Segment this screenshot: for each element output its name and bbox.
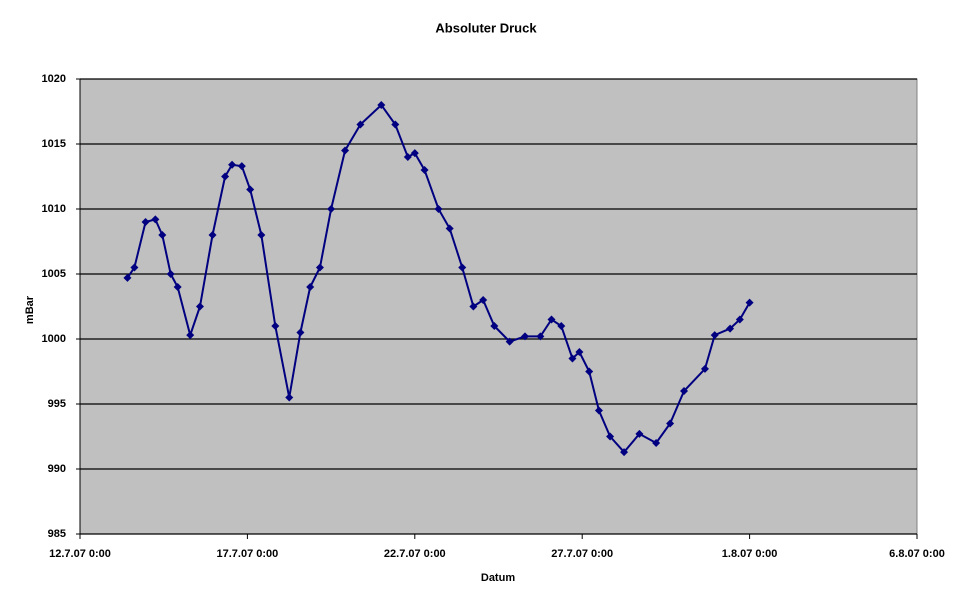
data-point xyxy=(341,146,350,155)
data-point xyxy=(680,387,689,395)
data-point xyxy=(745,298,754,307)
data-point xyxy=(315,263,324,272)
data-point xyxy=(726,324,735,333)
data-point xyxy=(735,315,744,324)
data-point xyxy=(158,231,167,239)
data-point xyxy=(700,364,709,373)
y-tick-label: 990 xyxy=(48,463,66,475)
data-point xyxy=(547,315,556,324)
data-point xyxy=(173,283,182,291)
data-point xyxy=(585,367,594,376)
data-point xyxy=(536,332,545,341)
data-point xyxy=(166,270,175,278)
data-point xyxy=(237,162,246,171)
data-point xyxy=(710,331,719,340)
data-point xyxy=(594,406,603,415)
data-point xyxy=(505,337,514,346)
data-point xyxy=(356,120,365,129)
data-point xyxy=(652,439,661,447)
x-tick-label: 22.7.07 0:00 xyxy=(384,548,446,560)
data-point xyxy=(221,172,230,181)
y-tick-label: 1015 xyxy=(42,138,66,150)
data-point xyxy=(141,218,150,226)
data-point xyxy=(606,432,615,441)
data-point xyxy=(479,296,488,304)
data-point xyxy=(420,166,429,174)
data-point xyxy=(575,348,584,356)
data-point xyxy=(568,354,577,363)
data-point xyxy=(458,263,467,272)
data-point xyxy=(666,419,675,428)
x-tick-label: 6.8.07 0:00 xyxy=(889,548,945,560)
data-point xyxy=(377,101,386,109)
x-tick-label: 27.7.07 0:00 xyxy=(551,548,613,560)
y-tick-label: 1000 xyxy=(42,333,66,345)
x-tick-label: 1.8.07 0:00 xyxy=(722,548,778,560)
y-tick-label: 985 xyxy=(48,528,66,540)
data-line xyxy=(126,103,751,454)
data-point xyxy=(195,302,204,311)
y-tick-label: 1005 xyxy=(42,268,66,280)
data-point xyxy=(445,224,454,233)
y-axis-label: mBar xyxy=(24,295,36,324)
chart-title: Absoluter Druck xyxy=(435,20,537,35)
data-point xyxy=(469,302,478,311)
x-tick-label: 17.7.07 0:00 xyxy=(217,548,279,560)
data-point xyxy=(246,185,255,194)
data-point xyxy=(620,448,629,457)
x-tick-label: 12.7.07 0:00 xyxy=(49,548,111,560)
data-point xyxy=(186,331,195,340)
data-point xyxy=(296,328,305,337)
data-point xyxy=(306,283,315,291)
data-point xyxy=(490,322,499,330)
y-tick-label: 995 xyxy=(48,398,66,410)
data-point xyxy=(151,215,160,224)
data-point xyxy=(521,332,530,341)
data-point xyxy=(228,160,237,169)
data-point xyxy=(434,205,443,213)
y-tick-label: 1020 xyxy=(42,73,66,85)
data-point xyxy=(557,322,566,330)
plot-area xyxy=(79,78,918,535)
data-point xyxy=(635,429,644,438)
y-tick-label: 1010 xyxy=(42,203,66,215)
data-point xyxy=(123,273,132,282)
data-point xyxy=(208,231,217,239)
data-point xyxy=(271,322,280,330)
data-point xyxy=(257,231,266,239)
data-point xyxy=(327,205,336,213)
data-point xyxy=(410,149,419,158)
data-point xyxy=(403,153,412,161)
data-point xyxy=(391,120,400,129)
data-point xyxy=(130,263,139,272)
data-point xyxy=(285,393,294,402)
x-axis-label: Datum xyxy=(481,572,515,584)
